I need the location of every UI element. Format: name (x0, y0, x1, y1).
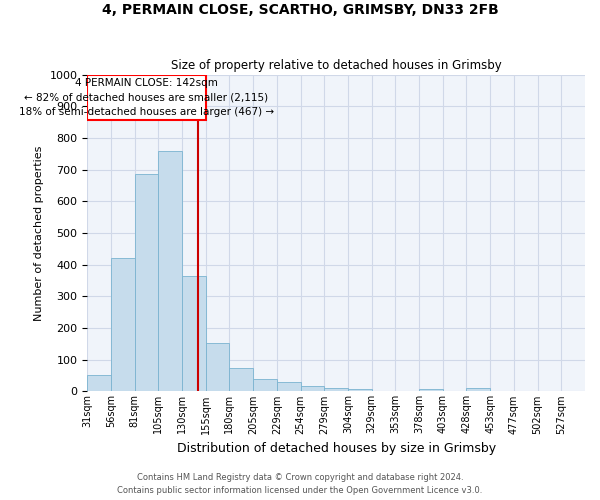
Bar (324, 388, 348, 392)
Text: 4 PERMAIN CLOSE: 142sqm
← 82% of detached houses are smaller (2,115)
18% of semi: 4 PERMAIN CLOSE: 142sqm ← 82% of detache… (19, 78, 274, 118)
Bar (253, 378, 277, 392)
Bar (182, 276, 206, 392)
Title: Size of property relative to detached houses in Grimsby: Size of property relative to detached ho… (171, 59, 502, 72)
Bar (301, 386, 324, 392)
Bar (111, 258, 134, 392)
Bar (134, 174, 158, 392)
Y-axis label: Number of detached properties: Number of detached properties (34, 146, 44, 320)
Bar (348, 389, 371, 392)
Bar (87, 375, 111, 392)
Text: Contains HM Land Registry data © Crown copyright and database right 2024.
Contai: Contains HM Land Registry data © Crown c… (118, 474, 482, 495)
Bar (206, 343, 229, 392)
Bar (419, 389, 443, 392)
Bar (277, 382, 301, 392)
Text: 4, PERMAIN CLOSE, SCARTHO, GRIMSBY, DN33 2FB: 4, PERMAIN CLOSE, SCARTHO, GRIMSBY, DN33… (101, 2, 499, 16)
Bar (229, 368, 253, 392)
X-axis label: Distribution of detached houses by size in Grimsby: Distribution of detached houses by size … (176, 442, 496, 455)
Bar (158, 151, 182, 392)
Bar (87, 74, 206, 120)
Bar (466, 388, 490, 392)
